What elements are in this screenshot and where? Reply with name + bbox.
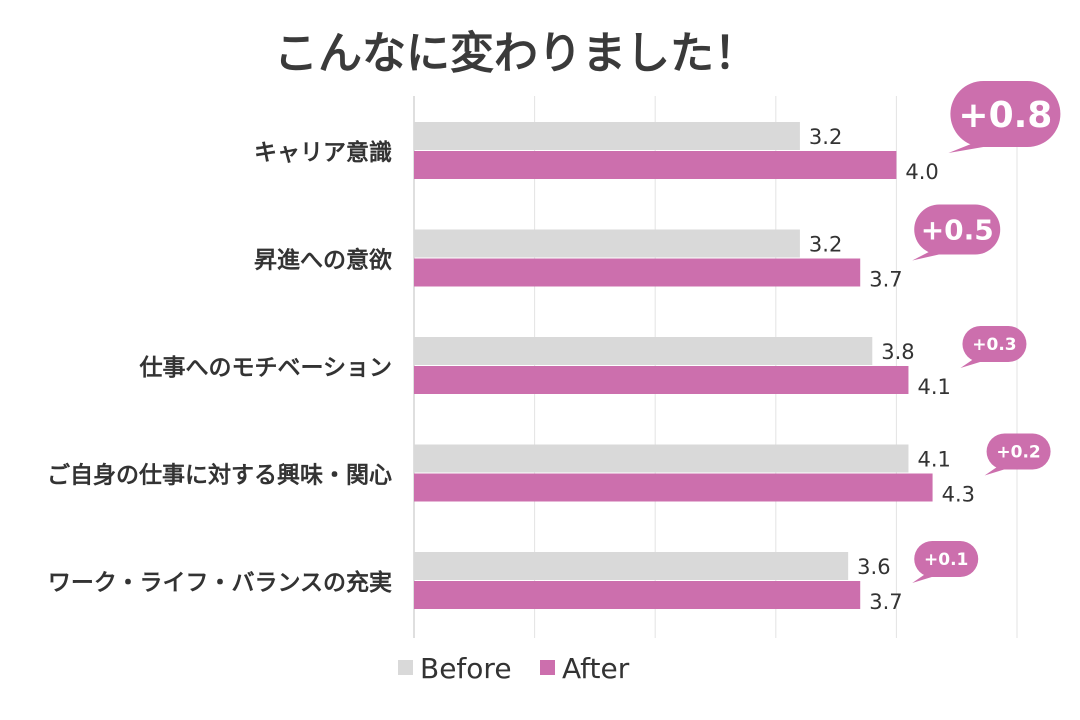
bar-before: [414, 229, 800, 258]
bar-after: [414, 151, 897, 179]
bar-after: [414, 581, 861, 609]
value-label-after: 3.7: [869, 268, 902, 292]
bar-before: [414, 444, 909, 473]
bubble-tail: [984, 465, 1018, 476]
bubble-body: [986, 433, 1051, 470]
value-label-before: 3.2: [809, 233, 842, 257]
category-labels: キャリア意識昇進への意欲仕事へのモチベーションご自身の仕事に対する興味・関心ワー…: [47, 139, 392, 596]
difference-bubble: +0.5: [912, 204, 1001, 261]
chart-title: こんなに変わりました！: [274, 28, 758, 79]
value-label-after: 4.0: [905, 160, 938, 184]
difference-bubble: +0.2: [984, 433, 1051, 476]
category-label: ワーク・ライフ・バランスの充実: [48, 569, 392, 596]
value-label-after: 4.1: [917, 375, 950, 399]
bubble-body: [962, 326, 1027, 362]
difference-bubble: +0.3: [960, 326, 1027, 368]
difference-label: +0.5: [921, 214, 994, 247]
bubble-body: [914, 204, 1001, 255]
bubble-body: [914, 541, 979, 577]
bubble-tail: [960, 358, 994, 368]
legend-swatch: [398, 660, 413, 675]
value-label-before: 3.8: [881, 340, 914, 364]
difference-label: +0.8: [958, 95, 1052, 136]
bar-before: [414, 337, 873, 365]
value-label-before: 3.2: [809, 125, 842, 149]
legend-label: After: [562, 652, 630, 685]
value-label-after: 3.7: [869, 590, 902, 614]
difference-bubbles: +0.8 +0.5 +0.3 +0.2 +0.1: [912, 81, 1061, 583]
value-label-before: 3.6: [857, 555, 890, 579]
category-label: 昇進への意欲: [254, 247, 392, 274]
bar-after: [414, 473, 933, 502]
bubble-body: [950, 81, 1061, 147]
value-label-before: 4.1: [917, 448, 950, 472]
legend-label: Before: [420, 652, 512, 685]
difference-label: +0.3: [972, 335, 1016, 355]
category-label: 仕事へのモチベーション: [138, 354, 392, 381]
category-label: ご自身の仕事に対する興味・関心: [47, 462, 392, 489]
difference-bubble: +0.1: [912, 541, 979, 583]
legend-swatch: [540, 660, 555, 675]
category-label: キャリア意識: [254, 139, 392, 166]
difference-label: +0.1: [924, 550, 968, 570]
bars: [414, 122, 933, 609]
legend: Before After: [398, 652, 630, 685]
bar-after: [414, 258, 861, 287]
difference-bubble: +0.8: [948, 81, 1061, 153]
difference-label: +0.2: [996, 443, 1040, 463]
bar-before: [414, 122, 800, 150]
bar-after: [414, 366, 909, 394]
bar-before: [414, 552, 849, 580]
value-label-after: 4.3: [942, 483, 975, 507]
value-labels: 3.24.03.23.73.84.14.14.33.63.7: [809, 125, 975, 614]
